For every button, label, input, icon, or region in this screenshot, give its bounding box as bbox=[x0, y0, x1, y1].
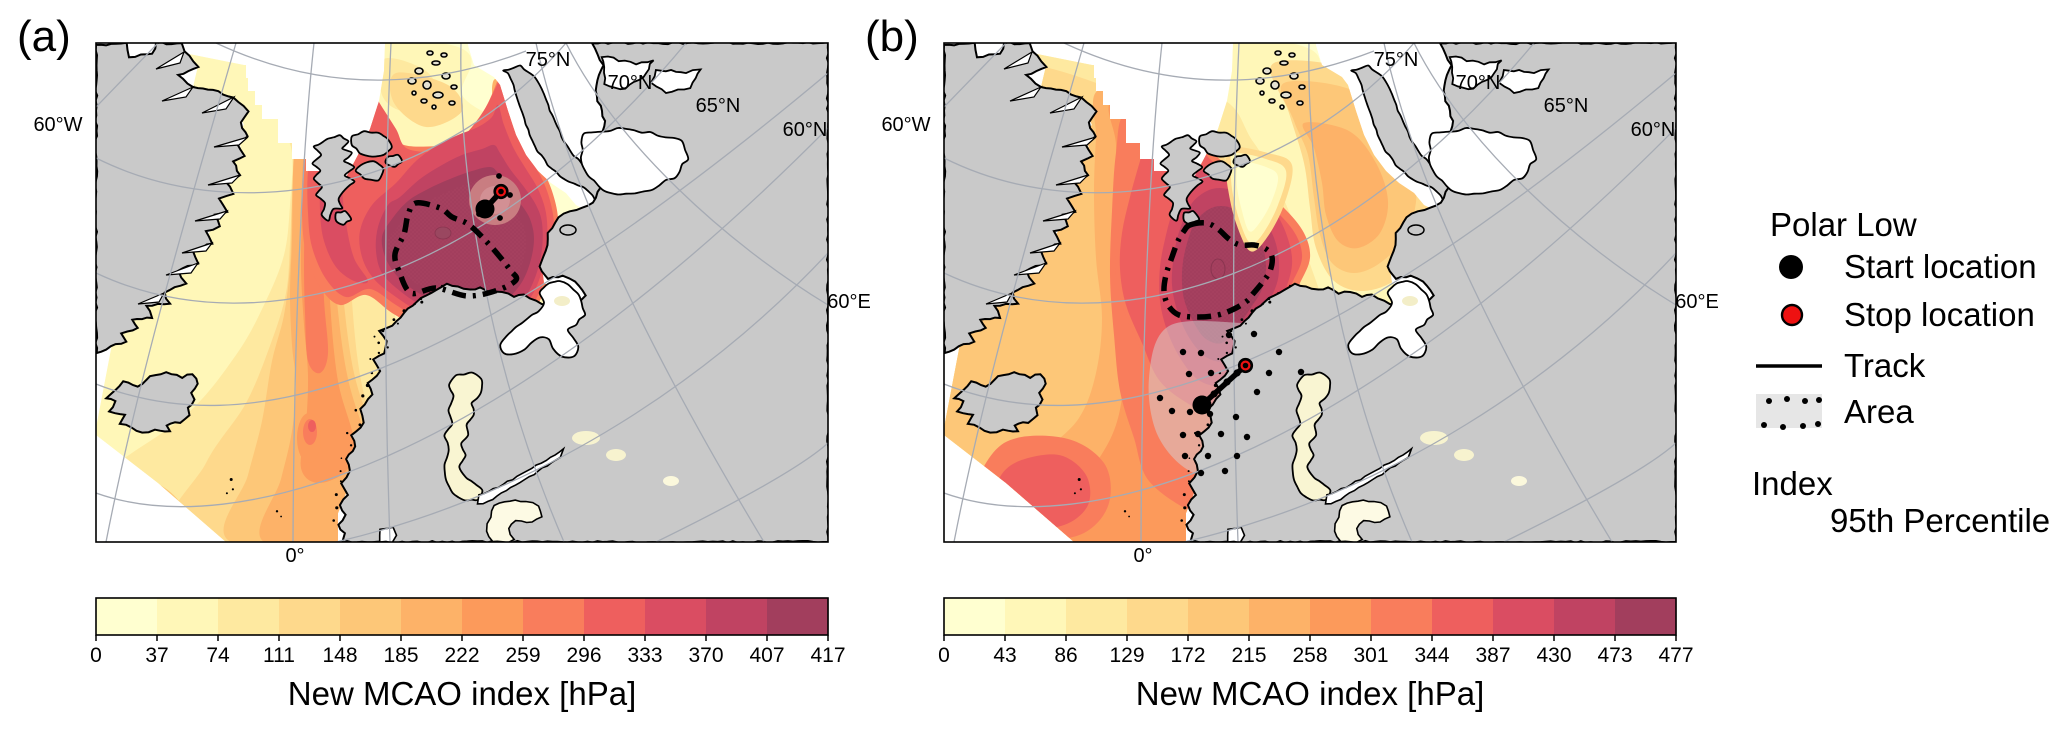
svg-text:60°E: 60°E bbox=[1675, 291, 1719, 313]
svg-text:37: 37 bbox=[145, 644, 168, 667]
svg-text:259: 259 bbox=[505, 644, 540, 667]
svg-text:60°W: 60°W bbox=[33, 114, 82, 136]
svg-text:296: 296 bbox=[566, 644, 601, 667]
svg-text:0: 0 bbox=[938, 644, 950, 667]
svg-text:Area: Area bbox=[1844, 393, 1914, 430]
svg-text:258: 258 bbox=[1292, 644, 1327, 667]
svg-text:70°N: 70°N bbox=[608, 72, 653, 94]
svg-text:Stop location: Stop location bbox=[1844, 296, 2035, 333]
svg-text:60°E: 60°E bbox=[827, 291, 871, 313]
svg-text:New MCAO index [hPa]: New MCAO index [hPa] bbox=[1136, 675, 1484, 712]
svg-text:301: 301 bbox=[1353, 644, 1388, 667]
svg-text:0°: 0° bbox=[1133, 545, 1152, 567]
svg-text:185: 185 bbox=[383, 644, 418, 667]
svg-text:473: 473 bbox=[1597, 644, 1632, 667]
svg-text:111: 111 bbox=[263, 644, 295, 667]
svg-text:Index: Index bbox=[1752, 465, 1833, 502]
svg-text:75°N: 75°N bbox=[1374, 49, 1419, 71]
svg-text:430: 430 bbox=[1536, 644, 1571, 667]
svg-text:477: 477 bbox=[1658, 644, 1693, 667]
svg-text:74: 74 bbox=[206, 644, 230, 667]
svg-text:344: 344 bbox=[1414, 644, 1449, 667]
svg-text:New MCAO index [hPa]: New MCAO index [hPa] bbox=[288, 675, 636, 712]
svg-text:129: 129 bbox=[1109, 644, 1144, 667]
svg-text:65°N: 65°N bbox=[696, 95, 741, 117]
svg-text:75°N: 75°N bbox=[526, 49, 571, 71]
svg-text:0°: 0° bbox=[285, 545, 304, 567]
svg-text:Track: Track bbox=[1844, 347, 1926, 384]
svg-text:417: 417 bbox=[810, 644, 845, 667]
svg-text:70°N: 70°N bbox=[1456, 72, 1501, 94]
svg-text:370: 370 bbox=[688, 644, 723, 667]
svg-text:60°N: 60°N bbox=[1631, 119, 1676, 141]
svg-text:333: 333 bbox=[627, 644, 662, 667]
svg-text:222: 222 bbox=[444, 644, 479, 667]
svg-text:60°N: 60°N bbox=[783, 119, 828, 141]
svg-text:215: 215 bbox=[1231, 644, 1266, 667]
svg-text:43: 43 bbox=[993, 644, 1016, 667]
svg-text:0: 0 bbox=[90, 644, 102, 667]
svg-text:148: 148 bbox=[322, 644, 357, 667]
svg-text:65°N: 65°N bbox=[1544, 95, 1589, 117]
svg-text:407: 407 bbox=[749, 644, 784, 667]
svg-text:86: 86 bbox=[1054, 644, 1077, 667]
svg-text:Polar Low: Polar Low bbox=[1770, 206, 1917, 243]
svg-text:Start location: Start location bbox=[1844, 248, 2037, 285]
svg-text:172: 172 bbox=[1170, 644, 1205, 667]
svg-text:95th Percentile: 95th Percentile bbox=[1830, 502, 2050, 539]
svg-text:60°W: 60°W bbox=[881, 114, 930, 136]
svg-text:387: 387 bbox=[1475, 644, 1510, 667]
svg-text:(b): (b) bbox=[865, 12, 919, 61]
svg-text:(a): (a) bbox=[17, 12, 71, 61]
